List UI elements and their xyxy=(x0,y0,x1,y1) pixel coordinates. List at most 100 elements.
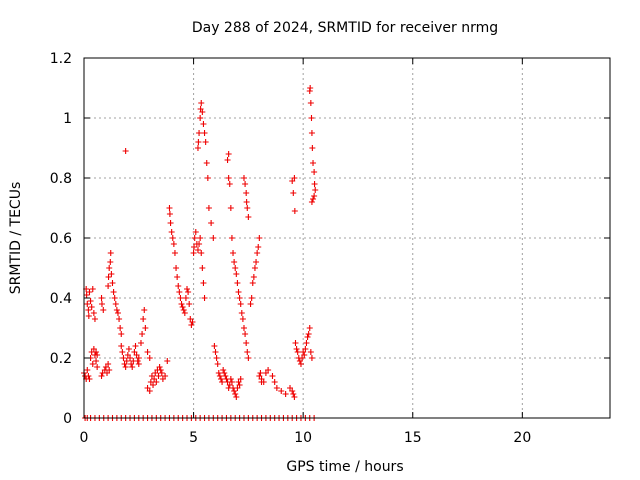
data-point xyxy=(204,175,211,181)
data-point xyxy=(224,157,231,163)
data-point xyxy=(307,100,314,106)
data-point xyxy=(139,331,146,337)
data-point xyxy=(201,295,208,301)
data-point xyxy=(176,289,183,295)
data-point xyxy=(307,349,314,355)
data-point xyxy=(196,241,203,247)
data-point xyxy=(210,235,217,241)
x-tick-label: 15 xyxy=(404,430,422,446)
data-point xyxy=(308,130,315,136)
data-point xyxy=(243,190,250,196)
data-point xyxy=(164,358,171,364)
data-point xyxy=(305,331,312,337)
data-point xyxy=(233,271,240,277)
data-point xyxy=(113,307,120,313)
data-point xyxy=(194,247,201,253)
data-point xyxy=(231,388,238,394)
data-point xyxy=(253,259,260,265)
data-point xyxy=(310,196,317,202)
data-point xyxy=(208,220,215,226)
data-point xyxy=(309,145,316,151)
data-point xyxy=(181,310,188,316)
data-point xyxy=(260,379,267,385)
data-point xyxy=(125,346,132,352)
y-tick-label: 0.6 xyxy=(50,231,72,247)
x-axis-label: GPS time / hours xyxy=(286,459,403,475)
data-point xyxy=(98,295,105,301)
data-point xyxy=(192,229,199,235)
data-point xyxy=(105,361,112,367)
data-point xyxy=(227,205,234,211)
data-point xyxy=(304,334,311,340)
data-point xyxy=(215,370,222,376)
data-point xyxy=(173,265,180,271)
data-point xyxy=(312,187,319,193)
data-point xyxy=(199,265,206,271)
data-point xyxy=(107,259,114,265)
data-point xyxy=(93,358,100,364)
data-point xyxy=(243,199,250,205)
data-point xyxy=(146,355,153,361)
data-point xyxy=(293,346,300,352)
data-point xyxy=(303,340,310,346)
data-points xyxy=(81,85,319,421)
data-point xyxy=(308,199,315,205)
data-point xyxy=(86,376,93,382)
data-point xyxy=(93,349,100,355)
data-point xyxy=(269,373,276,379)
data-point xyxy=(89,286,96,292)
data-point xyxy=(122,148,129,154)
data-point xyxy=(235,289,242,295)
data-point xyxy=(137,340,144,346)
y-tick-label: 1.2 xyxy=(50,51,72,67)
data-point xyxy=(221,370,228,376)
y-tick-label: 0.4 xyxy=(50,291,72,307)
data-point xyxy=(98,373,105,379)
chart-title: Day 288 of 2024, SRMTID for receiver nrm… xyxy=(192,20,498,36)
x-tick-label: 10 xyxy=(294,430,312,446)
data-point xyxy=(108,271,115,277)
data-point xyxy=(85,313,92,319)
data-point xyxy=(134,358,141,364)
data-point xyxy=(194,145,201,151)
data-point xyxy=(171,250,178,256)
data-point xyxy=(198,100,205,106)
data-point xyxy=(247,301,254,307)
grid-lines xyxy=(84,58,610,418)
data-point xyxy=(186,301,193,307)
data-point xyxy=(255,244,262,250)
data-point xyxy=(200,280,207,286)
data-point xyxy=(100,307,107,313)
axis-ticks xyxy=(83,57,610,419)
data-point xyxy=(203,160,210,166)
data-point xyxy=(289,388,296,394)
data-point xyxy=(245,214,252,220)
data-point xyxy=(290,190,297,196)
data-point xyxy=(232,265,239,271)
data-point xyxy=(118,331,125,337)
data-point xyxy=(237,376,244,382)
data-point xyxy=(156,364,163,370)
data-point xyxy=(310,160,317,166)
data-point xyxy=(170,241,177,247)
data-point xyxy=(257,370,264,376)
data-point xyxy=(167,220,174,226)
data-point xyxy=(191,244,198,250)
data-point xyxy=(225,151,232,157)
data-point xyxy=(158,370,165,376)
data-point xyxy=(307,85,314,91)
data-point xyxy=(88,304,95,310)
data-point xyxy=(232,391,239,397)
data-point xyxy=(301,352,308,358)
data-point xyxy=(132,343,139,349)
data-point xyxy=(86,289,93,295)
data-point xyxy=(228,379,235,385)
data-point xyxy=(216,373,223,379)
data-point xyxy=(217,376,224,382)
data-point xyxy=(166,211,173,217)
x-tick-label: 5 xyxy=(189,430,198,446)
data-point xyxy=(311,169,318,175)
data-point xyxy=(220,367,227,373)
data-point xyxy=(150,382,157,388)
